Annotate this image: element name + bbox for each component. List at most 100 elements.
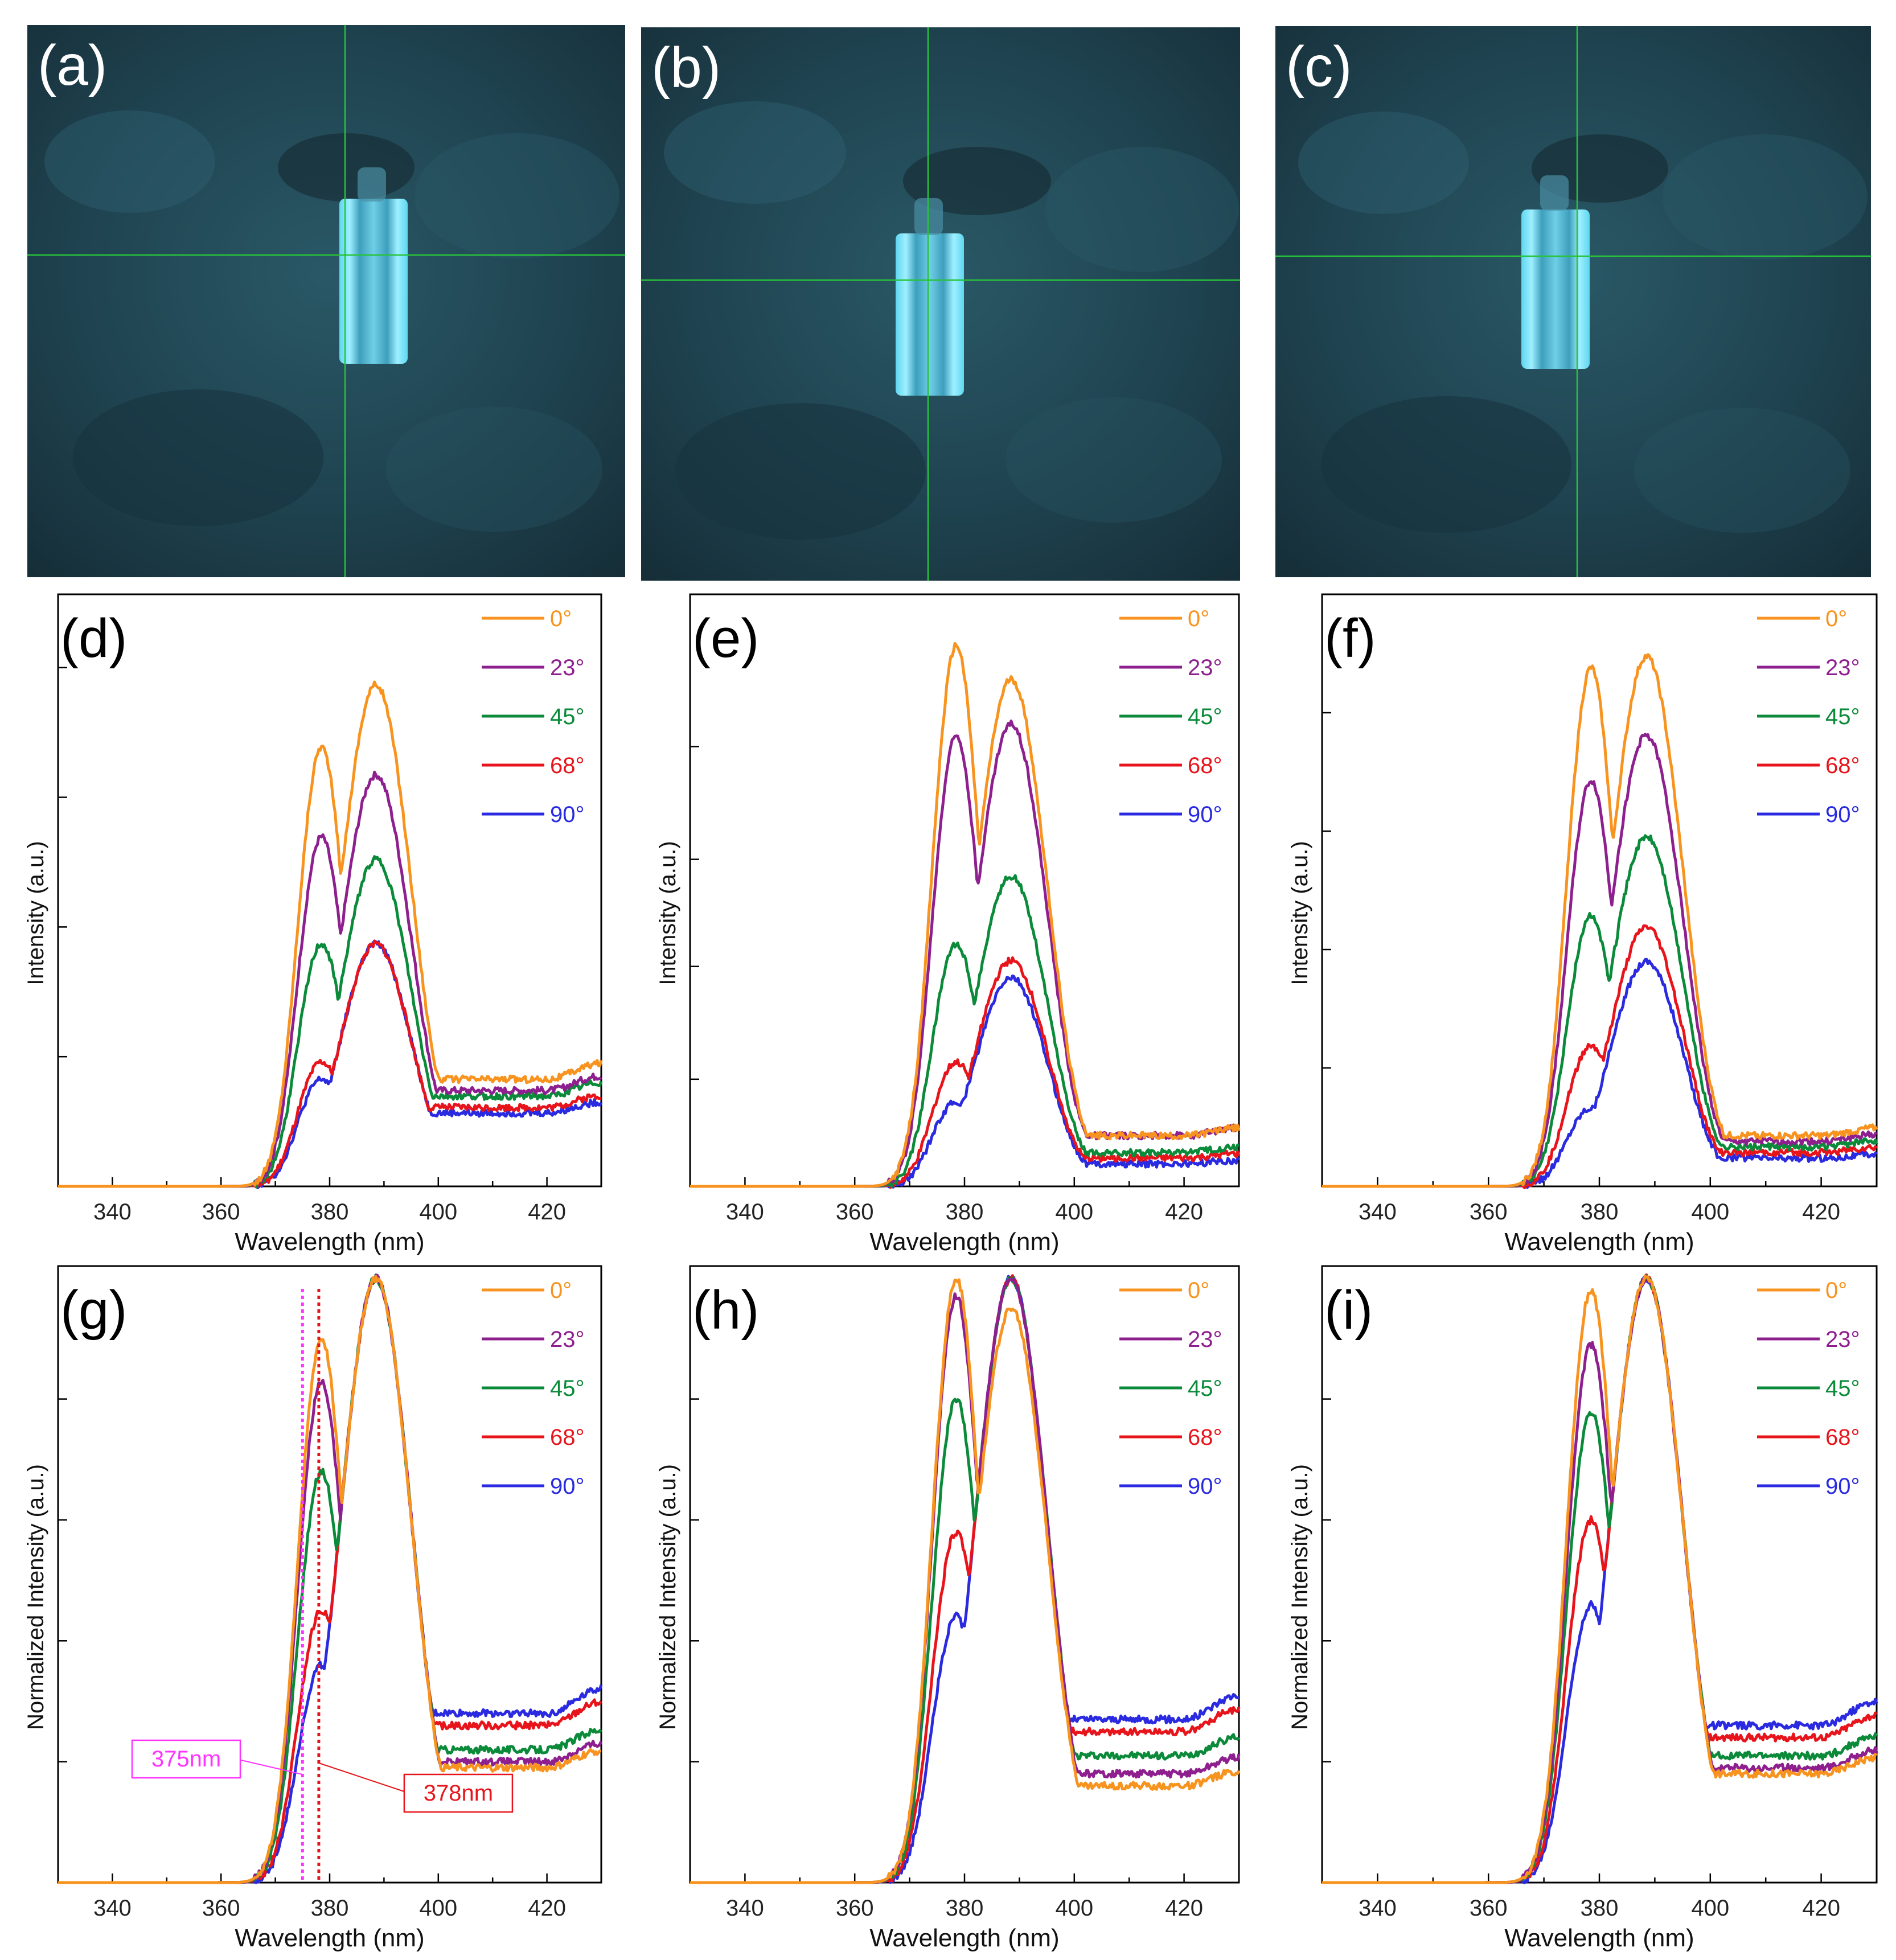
chart-panel-f: 340 360 380 400 420 Wavelength (nm) Intensity … xyxy=(1264,586,1896,1264)
spectrum-chart-d: 340 360 380 400 420 Wavelength (nm) Intensity … xyxy=(23,593,603,1256)
legend-label: 23° xyxy=(1188,655,1222,680)
legend-label: 0° xyxy=(1825,606,1847,631)
legend-label: 68° xyxy=(1825,753,1860,778)
chart-panel-g: 340 360 380 400 420 Wavelength (nm) Normalized… xyxy=(0,1258,621,1960)
legend-label: 45° xyxy=(1188,704,1222,729)
legend-label: 0° xyxy=(550,1278,572,1303)
spectrum-chart-f: 340 360 380 400 420 Wavelength (nm) Intensity … xyxy=(1287,593,1878,1256)
legend-label: 23° xyxy=(550,1327,585,1352)
y-axis xyxy=(690,746,699,1080)
series-line-0 xyxy=(58,680,603,1188)
x-tick-label: 400 xyxy=(419,1199,457,1225)
legend-label: 45° xyxy=(550,1376,585,1401)
x-axis: 340 360 380 400 420 xyxy=(689,1873,1240,1921)
plot-frame xyxy=(689,1265,1240,1884)
y-axis-label: Normalized Intensity (a.u.) xyxy=(1287,1464,1312,1730)
x-tick-label: 340 xyxy=(1359,1199,1397,1225)
legend-label: 23° xyxy=(1825,655,1860,680)
panel-label: (g) xyxy=(60,1280,127,1341)
legend-label: 90° xyxy=(550,802,585,827)
legend: 0° 23° 45° 68° 90° xyxy=(1757,1278,1860,1499)
y-axis-label: Normalized Intensity (a.u.) xyxy=(23,1464,48,1730)
plot-frame xyxy=(57,1265,602,1884)
x-tick-label: 420 xyxy=(528,1199,566,1225)
legend-label: 68° xyxy=(1188,753,1222,778)
legend-label: 90° xyxy=(550,1474,585,1499)
legend-label: 90° xyxy=(1825,802,1860,827)
legend-label: 45° xyxy=(1825,704,1860,729)
chart-panel-i: 340 360 380 400 420 Wavelength (nm) Normalized… xyxy=(1264,1258,1896,1960)
legend: 0° 23° 45° 68° 90° xyxy=(1757,606,1860,827)
spectrum-chart-e: 340 360 380 400 420 Wavelength (nm) Intensity … xyxy=(655,593,1241,1256)
x-tick-label: 380 xyxy=(311,1199,349,1225)
legend-label: 0° xyxy=(1188,606,1209,631)
x-tick-label: 400 xyxy=(1055,1199,1093,1225)
legend-label: 0° xyxy=(1825,1278,1847,1303)
panel-label-c: (c) xyxy=(1286,35,1352,98)
y-axis-label: Intensity (a.u.) xyxy=(23,841,48,985)
x-tick-label: 360 xyxy=(1470,1896,1508,1921)
legend-label: 23° xyxy=(1825,1327,1860,1352)
callout-box xyxy=(131,1739,241,1779)
x-tick-label: 400 xyxy=(1055,1896,1093,1921)
x-tick-label: 420 xyxy=(1165,1199,1203,1225)
legend: 0° 23° 45° 68° 90° xyxy=(482,1278,585,1499)
y-axis xyxy=(1322,712,1331,1069)
y-axis xyxy=(58,1398,67,1762)
chart-panel-h: 340 360 380 400 420 Wavelength (nm) Normalized… xyxy=(632,1258,1258,1960)
x-tick-label: 360 xyxy=(836,1896,874,1921)
x-tick-label: 420 xyxy=(528,1896,566,1921)
x-tick-label: 400 xyxy=(1691,1199,1729,1225)
x-tick-label: 360 xyxy=(836,1199,874,1225)
legend-label: 45° xyxy=(1188,1376,1222,1401)
panel-label: (d) xyxy=(60,608,127,669)
x-tick-label: 340 xyxy=(93,1896,132,1921)
x-tick-label: 400 xyxy=(419,1896,457,1921)
micrograph-b xyxy=(641,27,1240,581)
callout-box xyxy=(403,1773,514,1813)
legend-label: 0° xyxy=(1188,1278,1209,1303)
legend-label: 68° xyxy=(550,753,585,778)
x-axis-label: Wavelength (nm) xyxy=(235,1924,424,1952)
y-axis-label: Normalized Intensity (a.u.) xyxy=(655,1464,680,1730)
x-axis-label: Wavelength (nm) xyxy=(235,1228,424,1256)
legend-label: 90° xyxy=(1825,1474,1860,1499)
x-tick-label: 380 xyxy=(946,1896,984,1921)
legend-label: 68° xyxy=(550,1425,585,1450)
x-tick-label: 360 xyxy=(202,1199,240,1225)
y-axis xyxy=(1322,1398,1331,1762)
panel-label: (h) xyxy=(692,1280,759,1341)
plot-frame xyxy=(57,593,602,1187)
x-tick-label: 400 xyxy=(1691,1896,1729,1921)
callout-label: 375nm xyxy=(151,1747,221,1772)
photo-panel-a: (a) xyxy=(27,25,625,577)
x-axis-label: Wavelength (nm) xyxy=(869,1924,1059,1952)
legend-label: 68° xyxy=(1188,1425,1222,1450)
x-axis: 340 360 380 400 420 xyxy=(1321,1177,1878,1225)
legend: 0° 23° 45° 68° 90° xyxy=(482,606,585,827)
chart-panel-e: 340 360 380 400 420 Wavelength (nm) Intensity … xyxy=(632,586,1258,1264)
photo-panel-b: (b) xyxy=(641,27,1240,581)
x-tick-label: 340 xyxy=(726,1199,764,1225)
legend-label: 0° xyxy=(550,606,572,631)
plot-frame xyxy=(1321,593,1878,1187)
legend-label: 23° xyxy=(550,655,585,680)
series-line-0 xyxy=(690,642,1241,1188)
x-tick-label: 340 xyxy=(726,1896,764,1921)
x-axis: 340 360 380 400 420 xyxy=(689,1177,1240,1225)
x-tick-label: 360 xyxy=(202,1896,240,1921)
plot-frame xyxy=(1321,1265,1878,1884)
y-axis xyxy=(690,1398,699,1762)
legend-label: 45° xyxy=(1825,1376,1860,1401)
x-axis: 340 360 380 400 420 xyxy=(1321,1873,1878,1921)
x-tick-label: 380 xyxy=(1581,1199,1619,1225)
y-axis-label: Intensity (a.u.) xyxy=(1287,841,1312,985)
x-tick-label: 380 xyxy=(946,1199,984,1225)
x-axis: 340 360 380 400 420 xyxy=(57,1873,602,1921)
x-tick-label: 340 xyxy=(93,1199,132,1225)
spectrum-chart-g: 340 360 380 400 420 Wavelength (nm) Normalized… xyxy=(23,1265,603,1952)
legend: 0° 23° 45° 68° 90° xyxy=(1119,606,1222,827)
legend-label: 90° xyxy=(1188,1474,1222,1499)
callout-label: 378nm xyxy=(424,1781,493,1806)
series-line-0 xyxy=(1322,1275,1878,1884)
